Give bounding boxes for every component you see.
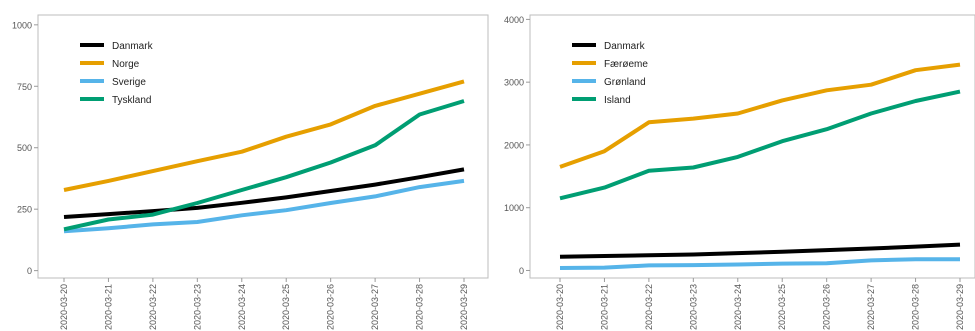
right-chart-xtick-label: 2020-03-25	[777, 284, 787, 330]
right-chart-series-færøeme	[559, 62, 961, 169]
right-chart-legend-label: Island	[604, 95, 631, 106]
left-chart-xtick-label: 2020-03-26	[326, 284, 336, 330]
left-chart-ytick-label: 750	[17, 82, 32, 92]
right-chart-ytick-label: 2000	[504, 140, 524, 150]
right-chart-series-danmark	[559, 242, 961, 259]
right-chart-xtick-label: 2020-03-26	[822, 284, 832, 330]
left-chart-ytick-label: 1000	[12, 20, 32, 30]
right-chart-ytick-label: 0	[519, 266, 524, 276]
left-chart-xtick-label: 2020-03-25	[281, 284, 291, 330]
right-chart-xtick-label: 2020-03-20	[555, 284, 565, 330]
left-chart-xtick-label: 2020-03-20	[59, 284, 69, 330]
left-chart-ytick-label: 0	[27, 266, 32, 276]
right-chart-xtick-label: 2020-03-24	[733, 284, 743, 330]
left-chart-series-norge	[63, 79, 465, 192]
right-chart-series-grønland	[559, 257, 960, 270]
right-chart-xtick-label: 2020-03-21	[599, 284, 609, 330]
left-chart-ytick-label: 500	[17, 143, 32, 153]
left-chart-series-tyskland	[63, 99, 465, 232]
right-chart-xtick-label: 2020-03-28	[911, 284, 921, 330]
left-chart-xtick-label: 2020-03-28	[415, 284, 425, 330]
left-chart-legend-label: Sverige	[112, 77, 146, 88]
right-chart-legend-label: Danmark	[604, 41, 646, 52]
left-chart-legend-label: Norge	[112, 59, 140, 70]
right-chart-ytick-label: 1000	[504, 203, 524, 213]
left-chart-xtick-label: 2020-03-23	[192, 284, 202, 330]
right-chart-xtick-label: 2020-03-27	[866, 284, 876, 330]
right-chart-frame	[529, 14, 975, 279]
left-chart-series-danmark	[63, 167, 465, 219]
right-chart-ytick-label: 3000	[504, 78, 524, 88]
left-chart-series-sverige	[63, 178, 465, 234]
left-chart-xtick-label: 2020-03-21	[103, 284, 113, 330]
left-chart-xtick-label: 2020-03-27	[370, 284, 380, 330]
right-chart-series-island	[559, 89, 961, 201]
left-chart-legend-label: Danmark	[112, 41, 154, 52]
left-chart-xtick-label: 2020-03-24	[237, 284, 247, 330]
left-chart-xtick-label: 2020-03-22	[148, 284, 158, 330]
right-chart-legend-label: Grønland	[604, 77, 646, 88]
left-chart-ytick-label: 250	[17, 205, 32, 215]
left-chart-frame	[37, 14, 489, 279]
right-chart-legend-label: Færøeme	[604, 59, 648, 70]
left-chart-xtick-label: 2020-03-29	[459, 284, 469, 330]
right-chart-ytick-label: 4000	[504, 15, 524, 25]
left-chart-legend-label: Tyskland	[112, 95, 151, 106]
right-chart-xtick-label: 2020-03-22	[644, 284, 654, 330]
right-chart-xtick-label: 2020-03-23	[688, 284, 698, 330]
right-chart-xtick-label: 2020-03-29	[955, 284, 965, 330]
